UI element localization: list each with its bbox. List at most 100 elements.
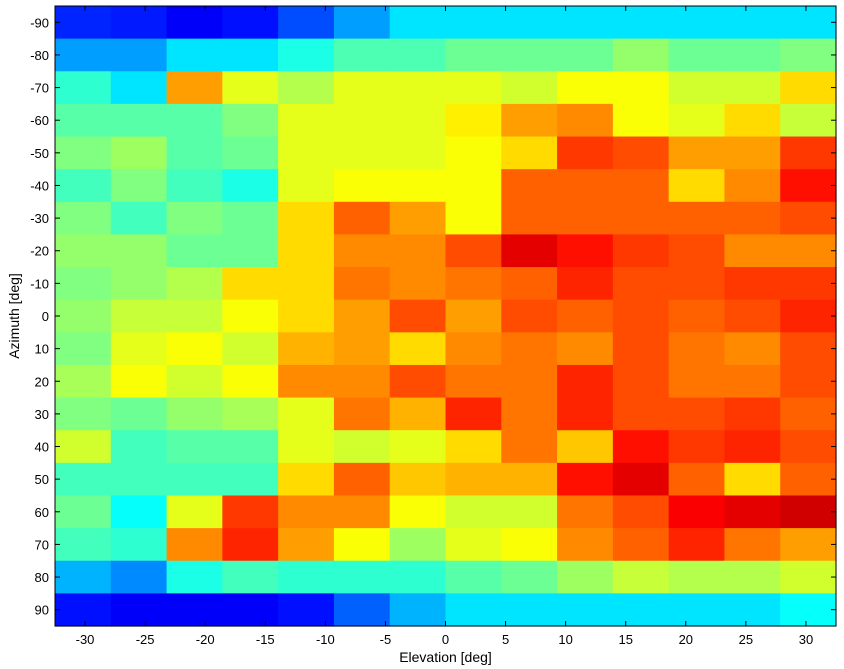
heatmap-cell xyxy=(780,169,837,203)
heatmap-cell xyxy=(55,201,112,236)
heatmap-cell xyxy=(110,201,168,236)
heatmap-cell xyxy=(222,560,279,594)
heatmap-cell xyxy=(445,267,502,301)
heatmap-cell xyxy=(501,593,558,627)
heatmap-cell xyxy=(724,299,781,333)
y-tick-label: -90 xyxy=(30,15,49,30)
heatmap-cell xyxy=(668,299,726,333)
y-tick-label: 50 xyxy=(35,472,49,487)
heatmap-cell xyxy=(780,462,837,497)
x-axis-ticks: -30 -25 -20 -15 -10 -5 0 5 10 15 20 25 30 xyxy=(76,6,813,647)
y-tick-label: -40 xyxy=(30,178,49,193)
heatmap-cell xyxy=(780,397,837,431)
heatmap-cell xyxy=(612,495,670,529)
heatmap-cell xyxy=(278,267,335,301)
x-tick-label: -25 xyxy=(136,632,155,647)
heatmap-cell xyxy=(222,201,279,236)
x-tick-label: -10 xyxy=(316,632,335,647)
heatmap-cell xyxy=(166,201,223,236)
heatmap-cell xyxy=(557,397,614,431)
heatmap-cell xyxy=(278,528,335,562)
heatmap-cell xyxy=(389,71,447,105)
heatmap-cell xyxy=(333,234,391,268)
heatmap-cell xyxy=(222,136,279,170)
heatmap-cell xyxy=(612,560,670,594)
heatmap-cell xyxy=(222,593,279,627)
x-tick-label: 5 xyxy=(502,632,509,647)
heatmap-cell xyxy=(780,201,837,236)
heatmap-cell xyxy=(557,103,614,138)
heatmap-cell xyxy=(166,136,223,170)
heatmap-cell xyxy=(110,593,168,627)
heatmap-cell xyxy=(780,528,837,562)
heatmap-cell xyxy=(278,397,335,431)
y-tick-label: 40 xyxy=(35,440,49,455)
heatmap-cell xyxy=(333,397,391,431)
heatmap-cell xyxy=(333,560,391,594)
y-tick-label: 80 xyxy=(35,570,49,585)
heatmap-cell xyxy=(222,299,279,333)
heatmap-cell xyxy=(55,103,112,138)
heatmap-cell xyxy=(780,430,837,464)
heatmap-cell xyxy=(612,169,670,203)
heatmap-cell xyxy=(110,169,168,203)
heatmap-cell xyxy=(333,6,391,40)
heatmap-cell xyxy=(724,560,781,594)
heatmap-cell xyxy=(445,528,502,562)
heatmap-cell xyxy=(333,593,391,627)
heatmap-cell xyxy=(445,593,502,627)
heatmap-cell xyxy=(166,169,223,203)
heatmap-cell xyxy=(389,136,447,170)
heatmap-cell xyxy=(222,234,279,268)
heatmap-cell xyxy=(55,299,112,333)
heatmap-cell xyxy=(445,364,502,399)
heatmap-cell xyxy=(222,462,279,497)
heatmap-cell xyxy=(668,267,726,301)
heatmap-cell xyxy=(278,38,335,72)
heatmap-cell xyxy=(389,103,447,138)
x-axis-label: Elevation [deg] xyxy=(399,649,492,665)
heatmap-cell xyxy=(780,71,837,105)
heatmap-cell xyxy=(501,169,558,203)
heatmap-cell xyxy=(445,299,502,333)
heatmap-cell xyxy=(445,234,502,268)
heatmap-cell xyxy=(110,495,168,529)
heatmap-cell xyxy=(278,462,335,497)
heatmap-cell xyxy=(166,528,223,562)
heatmap-cell xyxy=(724,462,781,497)
heatmap-cell xyxy=(55,169,112,203)
y-tick-label: -30 xyxy=(30,211,49,226)
y-tick-label: 30 xyxy=(35,407,49,422)
heatmap-cell xyxy=(278,593,335,627)
heatmap-cell xyxy=(501,103,558,138)
heatmap-cell xyxy=(389,169,447,203)
heatmap-cell xyxy=(55,397,112,431)
heatmap-cell xyxy=(724,136,781,170)
heatmap-cell xyxy=(278,6,335,40)
heatmap-cell xyxy=(445,136,502,170)
heatmap-cell xyxy=(501,430,558,464)
heatmap-cell xyxy=(445,103,502,138)
heatmap-cell xyxy=(445,462,502,497)
heatmap-cell xyxy=(333,136,391,170)
x-tick-label: -5 xyxy=(380,632,392,647)
heatmap-cell xyxy=(445,38,502,72)
heatmap-cell xyxy=(780,364,837,399)
heatmap-cell xyxy=(166,299,223,333)
heatmap-cell xyxy=(110,6,168,40)
heatmap-cell xyxy=(278,169,335,203)
heatmap-cell xyxy=(501,136,558,170)
heatmap-cell xyxy=(780,103,837,138)
heatmap-cell xyxy=(166,6,223,40)
x-tick-label: 25 xyxy=(739,632,753,647)
heatmap-cell xyxy=(445,332,502,366)
heatmap-cell xyxy=(333,299,391,333)
heatmap-cell xyxy=(612,593,670,627)
heatmap-cell xyxy=(501,201,558,236)
y-tick-label: 70 xyxy=(35,537,49,552)
y-axis-label: Azimuth [deg] xyxy=(6,273,22,359)
y-tick-label: 90 xyxy=(35,603,49,618)
heatmap-cell xyxy=(278,103,335,138)
heatmap-cell xyxy=(612,136,670,170)
heatmap-cell xyxy=(55,462,112,497)
